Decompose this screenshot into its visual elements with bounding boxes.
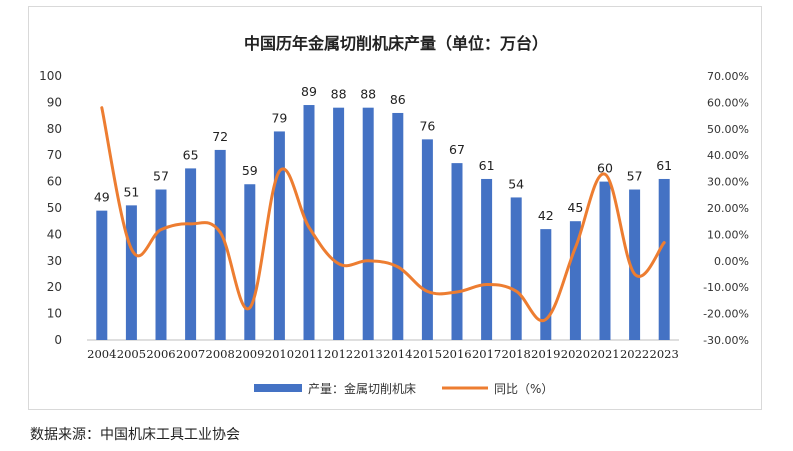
y-left-tick-label: 100 (39, 69, 62, 83)
y-left-tick-label: 10 (47, 307, 62, 321)
x-tick-label: 2016 (442, 347, 471, 361)
x-tick-label: 2005 (117, 347, 146, 361)
x-tick-label: 2023 (650, 347, 679, 361)
y-left-tick-label: 0 (54, 333, 62, 347)
x-tick-label: 2015 (413, 347, 442, 361)
bar-data-label: 51 (123, 184, 139, 199)
bar-data-label: 67 (449, 142, 465, 157)
bar (244, 184, 256, 340)
y-left-tick-label: 40 (47, 227, 62, 241)
bar-data-label: 86 (390, 92, 406, 107)
bar (155, 189, 167, 340)
chart-frame: 中国历年金属切削机床产量（单位：万台） 0 10 20 30 40 50 60 70 80 90 1… (28, 6, 762, 410)
y-right-tick-label: 30.00% (707, 176, 749, 189)
y-left-tick-label: 90 (47, 95, 62, 109)
y-right-tick-label: -30.00% (703, 334, 749, 347)
y-right-tick-label: -10.00% (703, 281, 749, 294)
axes-layer: 0 10 20 30 40 50 60 70 80 90 100 -30.00% -20.00% -10.… (39, 69, 749, 361)
legend-bar-swatch (254, 384, 302, 392)
chart-svg: 中国历年金属切削机床产量（单位：万台） 0 10 20 30 40 50 60 70 80 90 1… (39, 34, 749, 396)
bar (362, 107, 374, 341)
y-right-tick-label: 70.00% (707, 70, 749, 83)
y-right-tick-label: -20.00% (703, 308, 749, 321)
bar-data-label: 61 (479, 158, 495, 173)
bar-data-label: 49 (94, 190, 110, 205)
bar-data-label: 45 (567, 200, 583, 215)
x-tick-label: 2011 (294, 347, 323, 361)
bar-data-label: 57 (627, 169, 643, 184)
y-left-tick-label: 50 (47, 201, 62, 215)
chart-title: 中国历年金属切削机床产量（单位：万台） (244, 34, 548, 53)
x-tick-label: 2017 (472, 347, 501, 361)
x-tick-label: 2021 (590, 347, 619, 361)
bar-data-label: 88 (360, 87, 376, 102)
x-tick-label: 2014 (383, 347, 412, 361)
bar (392, 112, 404, 341)
bar (96, 210, 108, 340)
legend: 产量：金属切削机床 同比（%） (254, 381, 553, 396)
x-tick-label: 2006 (146, 347, 175, 361)
y-right-tick-label: 10.00% (707, 228, 749, 241)
bar (185, 168, 197, 340)
bar-data-label: 76 (419, 118, 435, 133)
bar-data-label: 57 (153, 169, 169, 184)
x-tick-label: 2019 (531, 347, 560, 361)
y-left-tick-label: 30 (47, 254, 62, 268)
bar-data-label: 79 (271, 110, 287, 125)
bar (125, 205, 137, 340)
bar (658, 178, 670, 340)
y-left-tick-label: 60 (47, 175, 62, 189)
bar-data-label: 54 (508, 176, 524, 191)
x-tick-label: 2013 (354, 347, 383, 361)
yoy-line (100, 106, 666, 323)
y-left-tick-label: 20 (47, 280, 62, 294)
y-right-tick-label: 60.00% (707, 96, 749, 109)
x-tick-label: 2010 (265, 347, 294, 361)
bar (214, 149, 226, 340)
y-right-tick-label: 50.00% (707, 123, 749, 136)
x-tick-label: 2020 (561, 347, 590, 361)
x-tick-label: 2007 (176, 347, 205, 361)
bar (629, 189, 641, 340)
bar (273, 131, 285, 340)
y-right-tick-label: 40.00% (707, 149, 749, 162)
bar-data-label: 42 (538, 208, 554, 223)
source-note: 数据来源：中国机床工具工业协会 (30, 427, 240, 443)
x-tick-label: 2009 (235, 347, 264, 361)
bar-data-label: 72 (212, 129, 228, 144)
bar-data-label: 60 (597, 161, 613, 176)
legend-line-label: 同比（%） (494, 382, 553, 396)
y-right-tick-label: 0.00% (714, 255, 749, 268)
bar (451, 163, 463, 340)
x-tick-label: 2012 (324, 347, 353, 361)
bar (421, 139, 433, 340)
bar (303, 105, 315, 340)
bar (540, 229, 552, 340)
bar-data-label: 59 (242, 163, 258, 178)
bar-data-label: 65 (183, 147, 199, 162)
bar (599, 181, 611, 340)
bar-data-label: 88 (331, 87, 347, 102)
y-right-tick-label: 20.00% (707, 202, 749, 215)
x-tick-label: 2022 (620, 347, 649, 361)
bars-layer: 49 51 57 65 72 59 79 89 88 88 86 76 67 61 54 42 45 60 57 61 (94, 84, 672, 341)
bar-data-label: 89 (301, 84, 317, 99)
line-layer (100, 106, 666, 323)
x-tick-label: 2008 (206, 347, 235, 361)
bar (481, 178, 493, 340)
x-tick-label: 2018 (502, 347, 531, 361)
y-left-tick-label: 80 (47, 122, 62, 136)
x-tick-label: 2004 (87, 347, 116, 361)
bar (333, 107, 345, 341)
legend-bar-label: 产量：金属切削机床 (308, 381, 416, 396)
bar (569, 221, 581, 340)
bar-data-label: 61 (656, 158, 672, 173)
y-left-tick-label: 70 (47, 148, 62, 162)
bar (510, 197, 522, 340)
